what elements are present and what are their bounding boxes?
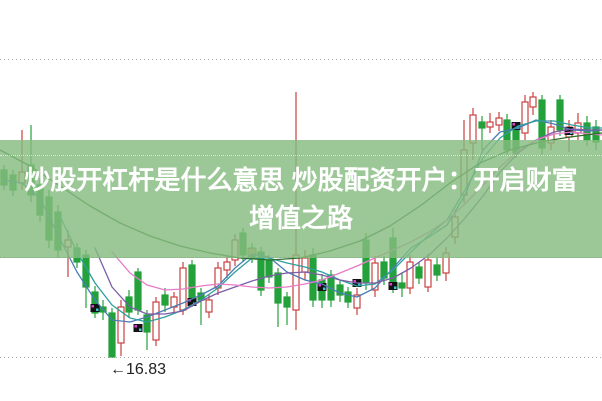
candle-up: [521, 95, 529, 140]
candle-down: [161, 288, 169, 312]
candle-down: [274, 268, 282, 327]
trade-signal-marker: [388, 282, 398, 290]
promo-banner[interactable]: 炒股开杠杆是什么意思 炒股配资开户：开启财富 增值之路: [0, 140, 602, 258]
candle-up: [205, 295, 213, 318]
candle-up: [486, 113, 494, 133]
candle-down: [283, 292, 291, 325]
low-price-annotation: ←16.83: [110, 361, 166, 378]
trade-signal-marker: [90, 304, 100, 312]
candle-up: [117, 300, 125, 356]
candle-up: [371, 256, 379, 297]
candle-up: [223, 256, 231, 278]
candle-down: [398, 273, 406, 297]
gridline-overlay-lower: [0, 257, 602, 258]
candle-up: [424, 254, 432, 292]
candle-up: [529, 92, 537, 115]
candle-down: [344, 287, 352, 308]
candle-down: [556, 95, 564, 136]
candle-down: [125, 290, 133, 318]
candle-down: [108, 308, 116, 358]
candle-up: [406, 255, 414, 294]
ma-line-ma5: [3, 119, 602, 323]
trade-signal-marker: [317, 283, 327, 291]
candle-down: [82, 250, 90, 308]
candle-up: [353, 288, 361, 315]
promo-banner-text-line2: 增值之路: [248, 203, 353, 233]
candle-down: [336, 280, 344, 302]
gridline-overlay-upper: [0, 155, 602, 156]
candle-down: [433, 258, 441, 281]
candle-up: [495, 112, 503, 131]
promo-banner-text-line1: 炒股开杠杆是什么意思 炒股配资开户：开启财富: [24, 165, 578, 195]
candle-down: [134, 268, 142, 315]
candle-up: [152, 297, 160, 346]
candle-down: [415, 262, 423, 284]
trade-signal-marker: [133, 324, 143, 332]
candle-up: [170, 292, 178, 313]
candle-down: [91, 286, 99, 318]
